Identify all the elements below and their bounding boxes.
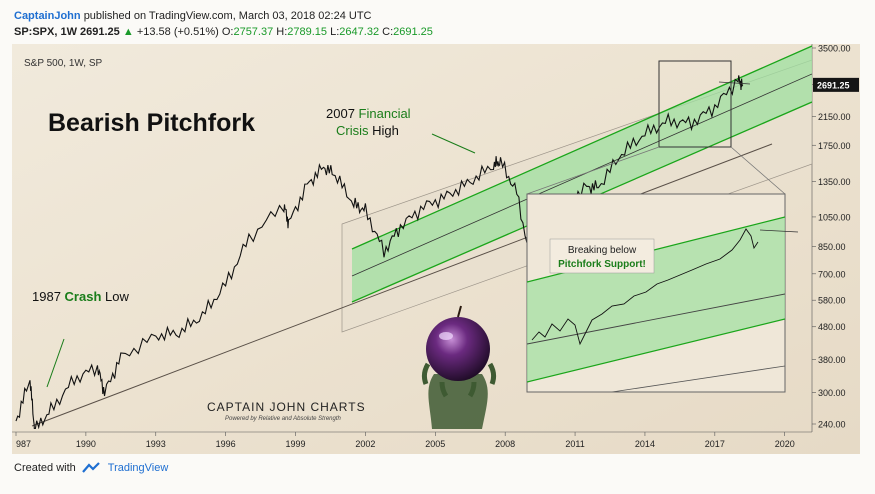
inset-outer-line	[611, 365, 785, 392]
chart-legend: S&P 500, 1W, SP	[24, 58, 103, 69]
x-tick-label: 2002	[355, 439, 375, 449]
x-tick-label: 2017	[705, 439, 725, 449]
high-label: H:	[276, 26, 288, 38]
published-text: published on TradingView.com, March 03, …	[83, 10, 372, 22]
long-term-support-line	[31, 143, 773, 427]
tradingview-logo-icon	[81, 462, 100, 473]
poison-apple-logo	[421, 305, 497, 429]
author-link[interactable]: CaptainJohn	[14, 10, 81, 22]
channel-median-line	[351, 73, 812, 277]
y-tick-label: 850.00	[818, 242, 846, 252]
open-value: 2757.37	[233, 26, 274, 38]
chart-title: Bearish Pitchfork	[48, 109, 255, 137]
close-label: C:	[382, 26, 394, 38]
last-price-badge	[813, 77, 859, 92]
y-tick-label: 700.00	[818, 269, 846, 279]
chart-area: 3500.002700.002150.001750.001350.001050.…	[12, 44, 860, 454]
y-tick-label: 1050.00	[818, 212, 851, 222]
logo-subtext: Powered by Relative and Absolute Strengt…	[225, 416, 342, 422]
x-axis: 987 1990 1993 1996 1999 2002 2005 2008 2011 2014 2…	[12, 431, 812, 449]
x-tick-label: 1993	[146, 439, 166, 449]
annotation-crash-low: 1987 Crash Low	[32, 289, 129, 304]
callout-box	[549, 238, 655, 274]
x-tick-label: 2008	[495, 439, 515, 449]
y-tick-label: 2150.00	[818, 112, 851, 122]
up-triangle-icon: ▲	[122, 26, 134, 38]
footer: Created with TradingView	[14, 462, 168, 474]
close-value: 2691.25	[393, 26, 433, 38]
x-tick-label: 2014	[635, 439, 655, 449]
callout-line-1: Breaking below	[568, 245, 637, 256]
zoom-connector-right	[730, 146, 786, 195]
annotation-financial-crisis-line-1: 2007 Financial	[326, 106, 411, 121]
annotation-crash-em: Crash	[65, 289, 102, 304]
current-price: 2691.25	[80, 26, 120, 38]
annotation-crash-arrow	[46, 338, 65, 388]
inset-channel-lower	[527, 318, 785, 383]
price-chart: 3500.002700.002150.001750.001350.001050.…	[12, 44, 860, 454]
zoom-box	[658, 60, 732, 148]
x-tick-label: 987	[16, 439, 31, 449]
annotation-financial-arrow	[431, 133, 476, 154]
open-label: O:	[221, 26, 234, 38]
annotation-financial-crisis-line-2: Crisis High	[336, 123, 399, 138]
tradingview-link[interactable]: TradingView	[107, 462, 169, 474]
annotation-high-post: High	[369, 123, 399, 138]
created-with-label: Created with	[14, 462, 76, 474]
price-arrow	[718, 81, 751, 85]
inset-panel: Breaking below Pitchfork Support!	[526, 193, 799, 393]
y-tick-label: 480.00	[818, 322, 846, 332]
x-tick-label: 1990	[76, 439, 96, 449]
annotation-financial-pre: 2007	[326, 106, 359, 121]
annotation-crash-pre: 1987	[32, 289, 65, 304]
y-axis: 3500.002700.002150.001750.001350.001050.…	[811, 44, 859, 432]
callout-line-2: Pitchfork Support!	[558, 259, 646, 270]
zoom-connector-left	[526, 146, 660, 195]
logo-text: CAPTAIN JOHN CHARTS	[207, 400, 366, 414]
chart-header: CaptainJohn published on TradingView.com…	[14, 8, 433, 40]
low-label: L:	[330, 26, 340, 38]
y-tick-label: 300.00	[818, 388, 846, 398]
x-tick-label: 1996	[216, 439, 236, 449]
ohlc-line: SP:SPX, 1W 2691.25 ▲ +13.58 (+0.51%) O:2…	[14, 24, 433, 40]
y-tick-label: 3500.00	[818, 44, 851, 54]
high-value: 2789.15	[287, 26, 328, 38]
y-tick-label: 1350.00	[818, 177, 851, 187]
last-price-label: 2691.25	[817, 80, 850, 90]
y-tick-label: 240.00	[818, 420, 846, 430]
inset-median-line	[527, 293, 785, 345]
annotation-crash-post: Low	[101, 289, 129, 304]
x-tick-label: 2005	[425, 439, 445, 449]
annotation-financial-em: Financial	[359, 106, 411, 121]
x-tick-label: 2020	[775, 439, 795, 449]
price-series-line	[15, 75, 744, 429]
x-tick-label: 1999	[286, 439, 306, 449]
y-tick-label: 580.00	[818, 296, 846, 306]
y-tick-label: 1750.00	[818, 141, 851, 151]
x-tick-label: 2011	[565, 439, 584, 449]
inset-arrow	[759, 229, 799, 233]
inset-price-line	[531, 228, 759, 346]
annotation-crisis-em: Crisis	[336, 123, 369, 138]
y-tick-label: 380.00	[818, 355, 846, 365]
symbol-label: SP:SPX, 1W	[14, 26, 77, 38]
price-change: +13.58 (+0.51%)	[136, 26, 219, 38]
low-value: 2647.32	[339, 26, 380, 38]
publish-line: CaptainJohn published on TradingView.com…	[14, 8, 433, 24]
